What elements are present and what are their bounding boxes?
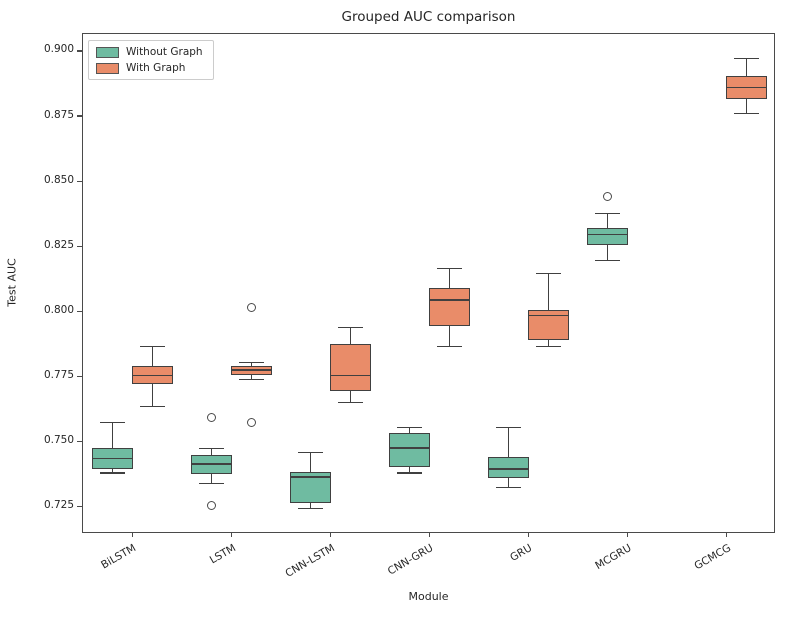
whisker-cap-bottom-with-graph-cnn-gru xyxy=(437,346,462,348)
x-tick-label-cnn-gru: CNN-GRU xyxy=(385,542,436,578)
y-tick-mark xyxy=(77,310,82,313)
box-without-graph-gru xyxy=(488,457,529,479)
x-tick-label-bilstm: BiLSTM xyxy=(99,542,139,572)
legend-item-without-graph: Without Graph xyxy=(96,46,203,58)
whisker-cap-top-with-graph-cnn-gru xyxy=(437,267,462,270)
y-axis-label: Test AUC xyxy=(5,258,19,307)
x-tick-mark xyxy=(428,532,431,537)
x-tick-mark xyxy=(725,532,728,537)
x-tick-mark xyxy=(626,532,629,537)
median-with-graph-gru xyxy=(528,314,569,317)
median-without-graph-mcgru xyxy=(587,233,628,236)
x-tick-label-gru: GRU xyxy=(508,542,535,564)
median-without-graph-lstm xyxy=(191,463,232,465)
outlier-marker-without-graph-lstm xyxy=(207,501,216,511)
whisker-without-graph-gru xyxy=(507,427,510,488)
y-tick-mark xyxy=(77,245,82,247)
legend-swatch-with-graph xyxy=(96,62,119,74)
whisker-cap-bottom-with-graph-gcmcg xyxy=(734,112,759,115)
y-tick-mark xyxy=(77,376,82,378)
outlier-marker-without-graph-mcgru xyxy=(603,192,612,202)
y-tick-mark xyxy=(77,50,82,52)
legend: Without Graph With Graph xyxy=(88,40,214,80)
whisker-cap-top-with-graph-bilstm xyxy=(140,346,165,348)
y-tick-mark xyxy=(77,180,82,182)
median-without-graph-cnn-lstm xyxy=(290,476,331,478)
y-tick-label: 0.875 xyxy=(43,108,74,121)
whisker-cap-top-with-graph-gru xyxy=(536,273,561,275)
chart-title: Grouped AUC comparison xyxy=(341,9,516,25)
whisker-cap-top-with-graph-lstm xyxy=(239,361,264,363)
whisker-cap-bottom-with-graph-bilstm xyxy=(140,405,165,408)
whisker-cap-top-without-graph-mcgru xyxy=(595,213,620,215)
whisker-cap-top-without-graph-cnn-lstm xyxy=(298,451,323,453)
whisker-cap-top-without-graph-bilstm xyxy=(100,421,125,423)
median-with-graph-cnn-gru xyxy=(429,298,470,301)
median-without-graph-gru xyxy=(488,468,529,470)
median-without-graph-bilstm xyxy=(92,457,133,460)
whisker-cap-top-without-graph-lstm xyxy=(199,447,224,449)
x-tick-label-cnn-lstm: CNN-LSTM xyxy=(283,542,337,580)
whisker-cap-top-without-graph-gru xyxy=(496,426,521,429)
x-tick-mark xyxy=(527,532,530,537)
median-without-graph-cnn-gru xyxy=(389,447,430,450)
whisker-cap-top-with-graph-gcmcg xyxy=(734,58,759,60)
median-with-graph-gcmcg xyxy=(726,86,767,89)
x-tick-mark xyxy=(329,532,332,537)
whisker-without-graph-bilstm xyxy=(111,422,114,474)
whisker-cap-bottom-without-graph-bilstm xyxy=(100,472,125,474)
legend-label-without-graph: Without Graph xyxy=(126,46,203,58)
y-tick-label: 0.900 xyxy=(43,43,74,56)
plot-area: Without Graph With Graph 0.725 0.750 0.775… xyxy=(44,33,775,580)
whisker-cap-bottom-without-graph-gru xyxy=(496,486,521,488)
box-with-graph-cnn-lstm xyxy=(330,344,371,391)
x-tick-label-gcmcg: GCMCG xyxy=(691,542,733,573)
y-tick-label: 0.725 xyxy=(43,499,74,512)
whisker-cap-bottom-with-graph-lstm xyxy=(239,378,264,380)
outlier-marker-with-graph-lstm xyxy=(247,303,256,313)
legend-item-with-graph: With Graph xyxy=(96,62,203,74)
whisker-cap-bottom-without-graph-cnn-gru xyxy=(397,472,422,474)
whisker-cap-top-without-graph-cnn-gru xyxy=(397,426,422,429)
x-tick-mark xyxy=(230,532,233,537)
whisker-cap-bottom-without-graph-lstm xyxy=(199,482,224,485)
y-tick-label: 0.800 xyxy=(43,303,74,316)
y-tick-mark xyxy=(77,115,82,117)
median-with-graph-cnn-lstm xyxy=(330,374,371,377)
median-with-graph-lstm xyxy=(231,369,272,371)
x-tick-label-lstm: LSTM xyxy=(207,542,238,567)
whisker-cap-top-with-graph-cnn-lstm xyxy=(338,326,363,328)
y-tick-mark xyxy=(77,506,82,508)
whisker-cap-bottom-without-graph-mcgru xyxy=(595,260,620,262)
whisker-cap-bottom-with-graph-cnn-lstm xyxy=(338,402,363,404)
x-tick-mark xyxy=(131,532,134,537)
box-without-graph-cnn-gru xyxy=(389,432,430,467)
legend-swatch-without-graph xyxy=(96,46,119,58)
box-without-graph-mcgru xyxy=(587,228,628,246)
whisker-cap-bottom-without-graph-cnn-lstm xyxy=(298,507,323,509)
whisker-cap-bottom-with-graph-gru xyxy=(536,346,561,348)
legend-label-with-graph: With Graph xyxy=(126,62,186,74)
y-tick-mark xyxy=(77,441,82,443)
y-tick-label: 0.750 xyxy=(43,434,74,447)
y-tick-label: 0.850 xyxy=(43,173,74,186)
median-with-graph-bilstm xyxy=(132,374,173,377)
box-with-graph-cnn-gru xyxy=(429,288,470,326)
outlier-marker-with-graph-lstm xyxy=(247,417,256,427)
y-tick-label: 0.775 xyxy=(43,369,74,382)
outlier-marker-without-graph-lstm xyxy=(207,412,216,422)
x-axis-label: Module xyxy=(408,590,449,603)
y-tick-label: 0.825 xyxy=(43,238,74,251)
x-tick-label-mcgru: MCGRU xyxy=(593,542,634,573)
